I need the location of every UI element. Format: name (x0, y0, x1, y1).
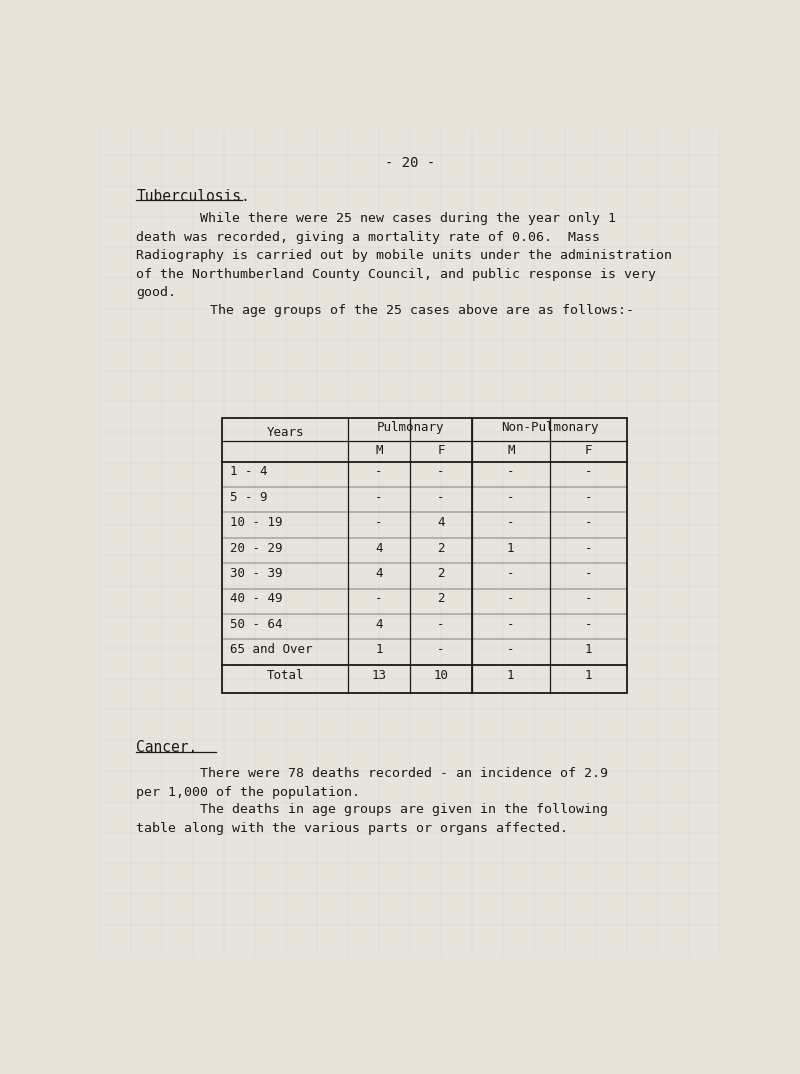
Text: -: - (585, 517, 592, 529)
Text: 4: 4 (375, 567, 382, 580)
Text: - 20 -: - 20 - (385, 156, 435, 170)
Text: -: - (507, 593, 514, 606)
Bar (222, 418, 627, 693)
Text: 4: 4 (375, 541, 382, 554)
Text: -: - (585, 567, 592, 580)
Text: -: - (375, 465, 382, 478)
Text: -: - (585, 491, 592, 504)
Text: 2: 2 (438, 541, 445, 554)
Text: F: F (585, 444, 592, 456)
Text: Years: Years (266, 425, 304, 439)
Text: -: - (375, 517, 382, 529)
Text: -: - (375, 491, 382, 504)
Text: -: - (507, 567, 514, 580)
Text: 1: 1 (585, 643, 592, 656)
Text: Cancer.: Cancer. (137, 740, 198, 755)
Text: Pulmonary: Pulmonary (376, 421, 444, 434)
Text: -: - (585, 593, 592, 606)
Text: 1: 1 (375, 643, 382, 656)
Text: 2: 2 (438, 567, 445, 580)
Text: -: - (438, 465, 445, 478)
Text: 10: 10 (434, 669, 449, 682)
Text: 30 - 39: 30 - 39 (230, 567, 282, 580)
Text: 20 - 29: 20 - 29 (230, 541, 282, 554)
Text: 65 and Over: 65 and Over (230, 643, 313, 656)
Text: The deaths in age groups are given in the following
table along with the various: The deaths in age groups are given in th… (137, 803, 609, 834)
Text: 13: 13 (371, 669, 386, 682)
Text: -: - (507, 517, 514, 529)
Text: 10 - 19: 10 - 19 (230, 517, 282, 529)
Text: M: M (507, 444, 514, 456)
Text: -: - (438, 643, 445, 656)
Text: -: - (507, 491, 514, 504)
Text: -: - (585, 465, 592, 478)
Text: 1 - 4: 1 - 4 (230, 465, 268, 478)
Text: Total: Total (266, 669, 304, 682)
Text: -: - (438, 618, 445, 630)
Text: -: - (507, 618, 514, 630)
Text: M: M (375, 444, 382, 456)
Text: 1: 1 (585, 669, 592, 682)
Text: 40 - 49: 40 - 49 (230, 593, 282, 606)
Text: While there were 25 new cases during the year only 1
death was recorded, giving : While there were 25 new cases during the… (137, 212, 673, 299)
Text: 4: 4 (375, 618, 382, 630)
Text: -: - (585, 541, 592, 554)
Text: There were 78 deaths recorded - an incidence of 2.9
per 1,000 of the population.: There were 78 deaths recorded - an incid… (137, 767, 609, 799)
Text: -: - (438, 491, 445, 504)
Text: -: - (375, 593, 382, 606)
Text: -: - (507, 465, 514, 478)
Text: F: F (438, 444, 445, 456)
Text: 4: 4 (438, 517, 445, 529)
Text: 1: 1 (507, 669, 514, 682)
Text: 2: 2 (438, 593, 445, 606)
Text: The age groups of the 25 cases above are as follows:-: The age groups of the 25 cases above are… (178, 304, 634, 318)
Text: Non-Pulmonary: Non-Pulmonary (501, 421, 598, 434)
Text: -: - (585, 618, 592, 630)
Text: 50 - 64: 50 - 64 (230, 618, 282, 630)
Text: -: - (507, 643, 514, 656)
Text: 5 - 9: 5 - 9 (230, 491, 268, 504)
Text: Tuberculosis.: Tuberculosis. (137, 189, 250, 204)
Text: 1: 1 (507, 541, 514, 554)
